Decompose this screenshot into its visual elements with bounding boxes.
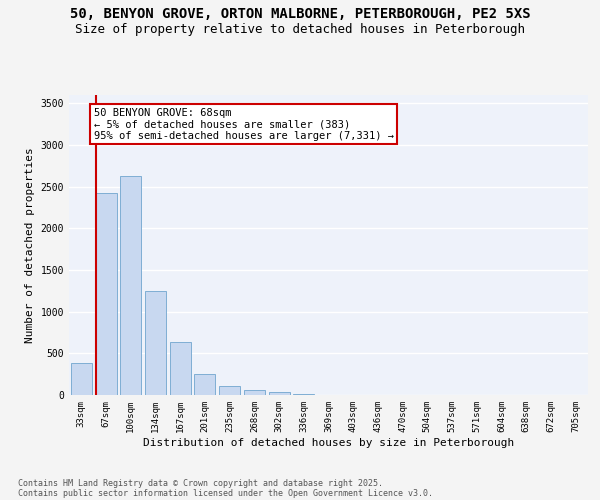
Bar [219, 386, 240, 395]
X-axis label: Distribution of detached houses by size in Peterborough: Distribution of detached houses by size … [143, 438, 514, 448]
Y-axis label: Number of detached properties: Number of detached properties [25, 147, 35, 343]
Bar [95, 194, 116, 395]
Bar [269, 392, 290, 395]
Bar [120, 176, 141, 395]
Text: Contains HM Land Registry data © Crown copyright and database right 2025.: Contains HM Land Registry data © Crown c… [18, 478, 383, 488]
Bar [194, 374, 215, 395]
Text: 50, BENYON GROVE, ORTON MALBORNE, PETERBOROUGH, PE2 5XS: 50, BENYON GROVE, ORTON MALBORNE, PETERB… [70, 8, 530, 22]
Bar [244, 390, 265, 395]
Text: 50 BENYON GROVE: 68sqm
← 5% of detached houses are smaller (383)
95% of semi-det: 50 BENYON GROVE: 68sqm ← 5% of detached … [94, 108, 394, 140]
Bar [170, 342, 191, 395]
Bar [293, 394, 314, 395]
Bar [71, 362, 92, 395]
Text: Size of property relative to detached houses in Peterborough: Size of property relative to detached ho… [75, 22, 525, 36]
Bar [145, 291, 166, 395]
Text: Contains public sector information licensed under the Open Government Licence v3: Contains public sector information licen… [18, 488, 433, 498]
